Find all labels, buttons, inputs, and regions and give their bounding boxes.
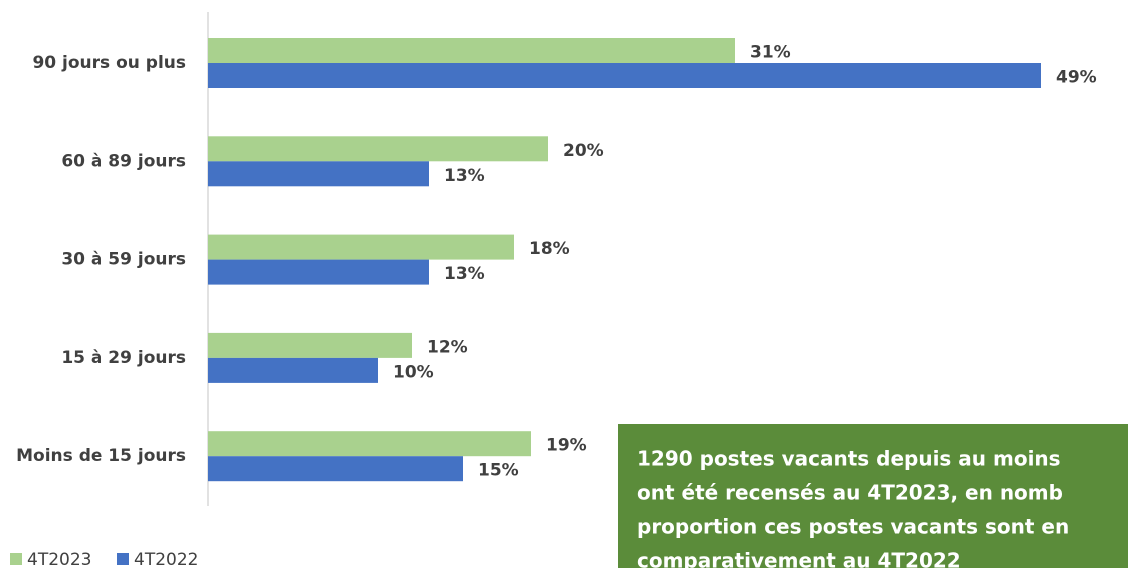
annotation-text: comparativement au 4T2022 [637,549,961,568]
bar [208,136,548,162]
annotation-box [618,424,1128,568]
y-tick-label: 90 jours ou plus [32,53,186,73]
y-tick-label: 15 à 29 jours [61,348,186,368]
bar [208,431,531,457]
bar [208,234,514,260]
data-label: 13% [444,166,485,186]
bar [208,161,429,187]
data-label: 13% [444,264,485,284]
y-tick-label: 60 à 89 jours [61,151,186,171]
y-tick-label: Moins de 15 jours [16,446,186,466]
legend-label: 4T2023 [27,550,91,568]
legend-label: 4T2022 [134,550,198,568]
bar [208,357,378,383]
bar [208,63,1041,88]
data-label: 12% [427,337,468,357]
legend-swatch [10,553,22,565]
data-label: 10% [393,362,434,382]
annotation-text: ont été recensés au 4T2023, en nomb [637,481,1063,505]
bar [208,332,412,358]
bar [208,38,735,63]
legend-swatch [117,553,129,565]
data-label: 20% [563,141,604,161]
annotation-text: 1290 postes vacants depuis au moins [637,447,1061,471]
data-label: 18% [529,239,570,259]
bar [208,259,429,285]
data-label: 19% [546,436,587,456]
annotation-text: proportion ces postes vacants sont en [637,515,1069,539]
data-label: 49% [1056,68,1097,88]
bar [208,456,463,482]
data-label: 31% [750,43,791,63]
data-label: 15% [478,461,519,481]
y-tick-label: 30 à 59 jours [61,250,186,270]
